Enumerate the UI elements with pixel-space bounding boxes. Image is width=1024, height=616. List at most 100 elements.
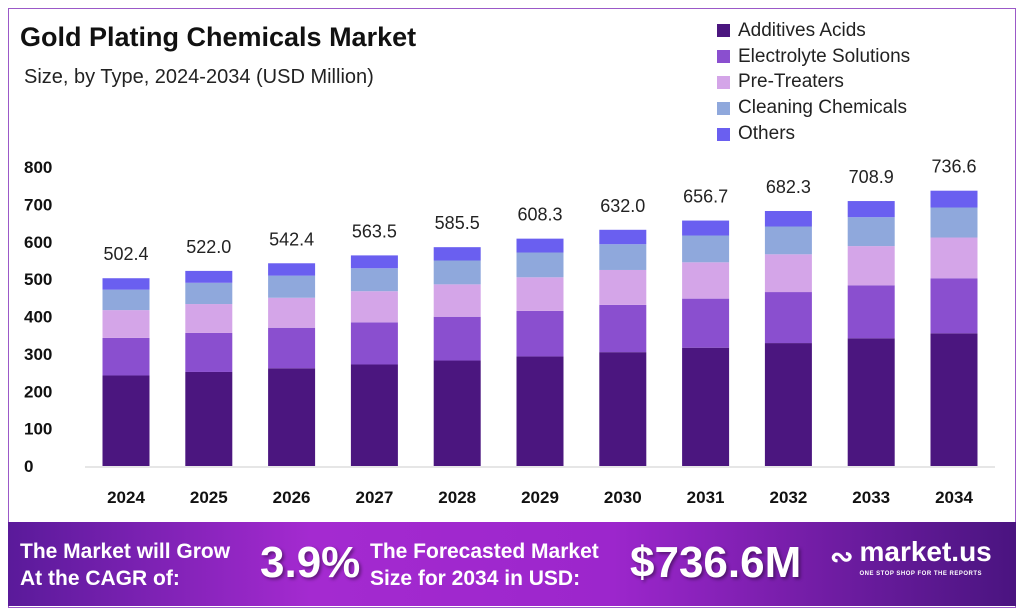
legend-item: Additives Acids [717, 18, 910, 44]
bar-segment-electrolyte-solutions [847, 285, 895, 339]
bar-segment-others [682, 220, 730, 236]
x-tick-label: 2028 [438, 488, 476, 507]
logo-name: market.us [859, 536, 992, 567]
forecast-label: The Forecasted Market Size for 2034 in US… [370, 538, 599, 592]
legend-swatch [717, 50, 730, 64]
bar-segment-additives-acids [350, 364, 398, 466]
total-label: 736.6 [931, 157, 976, 177]
legend-swatch [717, 127, 730, 141]
total-label: 522.0 [186, 237, 231, 257]
legend-swatch [717, 101, 730, 115]
x-tick-label: 2033 [852, 488, 890, 507]
y-tick-label: 0 [24, 457, 33, 476]
bar-segment-pre-treaters [350, 291, 398, 323]
cagr-label-line-2: At the CAGR of: [20, 567, 180, 590]
bar-segment-pre-treaters [102, 310, 150, 338]
bar-segment-others [433, 247, 481, 261]
bar-segment-others [102, 278, 150, 290]
market-us-logo: ∾ market.us ONE STOP SHOP FOR THE REPORTS [830, 536, 992, 578]
forecast-label-line-2: Size for 2034 in USD: [370, 567, 581, 590]
total-label: 656.7 [683, 187, 728, 207]
bar-segment-electrolyte-solutions [599, 304, 647, 353]
cagr-label: The Market will Grow At the CAGR of: [20, 538, 230, 592]
bar-segment-others [350, 255, 398, 269]
bar-segment-electrolyte-solutions [268, 327, 316, 369]
bar-segment-pre-treaters [847, 246, 895, 286]
x-tick-label: 2027 [355, 488, 393, 507]
x-tick-label: 2029 [521, 488, 559, 507]
total-label: 682.3 [766, 177, 811, 197]
bar-segment-cleaning-chemicals [268, 275, 316, 298]
bar-segment-additives-acids [268, 368, 316, 466]
total-label: 632.0 [600, 196, 645, 216]
bar-segment-additives-acids [433, 360, 481, 466]
y-tick-label: 100 [24, 420, 52, 439]
bar-segment-others [185, 270, 233, 283]
cagr-value: 3.9% [260, 538, 361, 587]
total-label: 708.9 [849, 167, 894, 187]
bar-segment-cleaning-chemicals [185, 282, 233, 305]
legend-swatch [717, 24, 730, 38]
bar-segment-others [847, 201, 895, 218]
x-tick-label: 2032 [769, 488, 807, 507]
bar-segment-pre-treaters [433, 284, 481, 317]
bar-segment-cleaning-chemicals [847, 217, 895, 247]
bar-segment-additives-acids [516, 356, 564, 466]
y-tick-label: 700 [24, 195, 52, 214]
legend-item: Others [717, 121, 910, 147]
bar-segment-pre-treaters [599, 269, 647, 305]
chart-frame [8, 8, 1016, 608]
bar-segment-pre-treaters [764, 254, 812, 293]
bar-segment-electrolyte-solutions [433, 316, 481, 361]
logo-tagline: ONE STOP SHOP FOR THE REPORTS [859, 571, 982, 577]
bar-segment-electrolyte-solutions [350, 322, 398, 365]
bar-segment-electrolyte-solutions [516, 310, 564, 357]
bar-segment-cleaning-chemicals [433, 260, 481, 285]
bar-segment-electrolyte-solutions [764, 292, 812, 344]
bar-segment-others [268, 263, 316, 276]
legend-swatch [717, 75, 730, 89]
x-tick-label: 2025 [190, 488, 228, 507]
bar-segment-electrolyte-solutions [930, 278, 978, 334]
bar-segment-cleaning-chemicals [102, 289, 150, 311]
chart-title: Gold Plating Chemicals Market [20, 22, 417, 52]
bar-segment-additives-acids [764, 343, 812, 466]
forecast-label-line-1: The Forecasted Market [370, 540, 599, 563]
bar-segment-additives-acids [930, 333, 978, 466]
y-tick-label: 300 [24, 345, 52, 364]
chart-subtitle: Size, by Type, 2024-2034 (USD Million) [24, 66, 374, 88]
bar-segment-cleaning-chemicals [516, 252, 564, 278]
cagr-label-line-1: The Market will Grow [20, 540, 231, 563]
y-tick-label: 500 [24, 270, 52, 289]
bar-segment-additives-acids [102, 375, 150, 466]
bar-segment-pre-treaters [682, 262, 730, 299]
bar-segment-pre-treaters [268, 297, 316, 328]
bar-segment-additives-acids [599, 352, 647, 466]
bar-segment-additives-acids [847, 338, 895, 466]
x-tick-label: 2026 [273, 488, 311, 507]
legend-item: Electrolyte Solutions [717, 44, 910, 70]
total-label: 563.5 [352, 221, 397, 241]
total-label: 502.4 [103, 244, 148, 264]
legend-label: Additives Acids [738, 19, 866, 41]
bar-segment-others [764, 210, 812, 227]
y-tick-label: 200 [24, 382, 52, 401]
bar-segment-pre-treaters [930, 237, 978, 279]
bar-segment-additives-acids [185, 371, 233, 466]
forecast-value: $736.6M [630, 538, 802, 587]
total-label: 585.5 [435, 213, 480, 233]
legend: Additives Acids Electrolyte Solutions Pre-… [717, 18, 910, 147]
bar-segment-others [516, 238, 564, 253]
legend-item: Pre-Treaters [717, 70, 910, 96]
logo-text: market.us ONE STOP SHOP FOR THE REPORTS [859, 536, 991, 578]
y-tick-label: 400 [24, 308, 52, 327]
legend-label: Pre-Treaters [738, 71, 844, 93]
x-tick-label: 2031 [687, 488, 725, 507]
bar-segment-others [599, 229, 647, 245]
bar-segment-cleaning-chemicals [682, 235, 730, 263]
bar-segment-electrolyte-solutions [185, 332, 233, 372]
bar-segment-cleaning-chemicals [599, 244, 647, 270]
bar-segment-pre-treaters [516, 277, 564, 311]
bar-segment-cleaning-chemicals [350, 268, 398, 292]
bar-segment-others [930, 190, 978, 208]
